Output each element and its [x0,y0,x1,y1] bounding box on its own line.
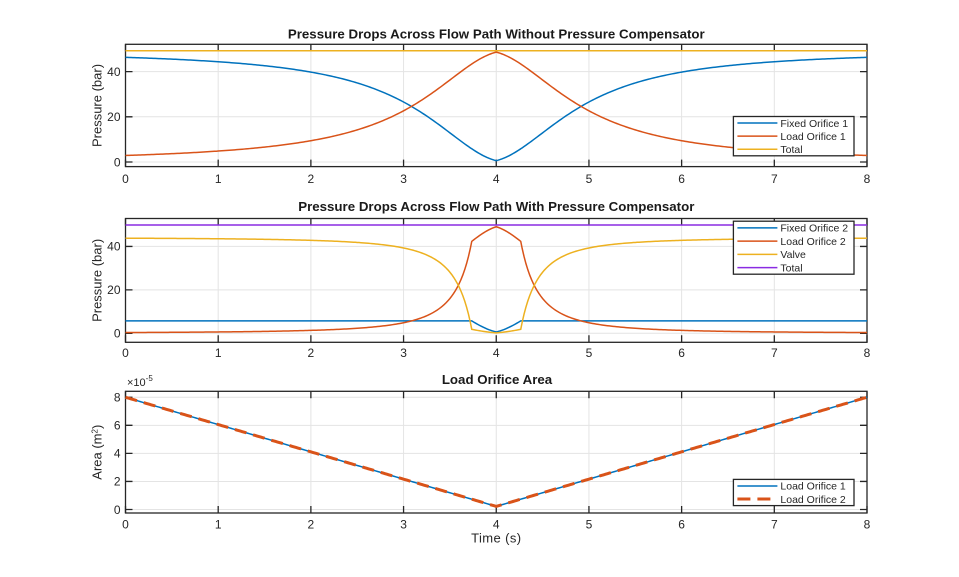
svg-text:Area (m2): Area (m2) [90,425,105,480]
svg-text:7: 7 [771,346,778,360]
svg-text:Total: Total [780,262,802,274]
svg-text:1: 1 [215,518,222,532]
svg-text:Pressure (bar): Pressure (bar) [90,64,105,147]
svg-text:3: 3 [400,172,407,186]
svg-text:5: 5 [586,346,593,360]
svg-text:0: 0 [122,346,129,360]
svg-text:0: 0 [114,327,121,341]
svg-text:Total: Total [780,144,802,156]
svg-text:Load Orifice 1: Load Orifice 1 [780,481,846,493]
svg-text:40: 40 [107,240,121,254]
svg-text:20: 20 [107,283,121,297]
svg-text:2: 2 [308,172,315,186]
svg-text:2: 2 [308,518,315,532]
svg-text:Valve: Valve [780,249,806,261]
svg-text:Load Orifice 2: Load Orifice 2 [780,494,846,506]
svg-text:2: 2 [308,346,315,360]
svg-text:0: 0 [114,503,121,517]
svg-text:Fixed Orifice 2: Fixed Orifice 2 [780,223,848,235]
svg-text:40: 40 [107,65,121,79]
svg-text:8: 8 [114,391,121,405]
svg-text:6: 6 [678,172,685,186]
svg-text:1: 1 [215,172,222,186]
svg-text:8: 8 [864,172,871,186]
svg-text:0: 0 [114,155,121,169]
svg-text:Fixed Orifice 1: Fixed Orifice 1 [780,118,848,130]
svg-text:Load Orifice 1: Load Orifice 1 [780,131,846,143]
svg-text:2: 2 [114,475,121,489]
svg-text:5: 5 [586,172,593,186]
svg-text:6: 6 [678,518,685,532]
svg-text:7: 7 [771,518,778,532]
svg-text:Time (s): Time (s) [471,531,521,546]
svg-text:4: 4 [493,518,500,532]
svg-text:4: 4 [114,447,121,461]
svg-text:1: 1 [215,346,222,360]
svg-text:3: 3 [400,346,407,360]
svg-text:6: 6 [114,419,121,433]
svg-text:4: 4 [493,346,500,360]
svg-text:Load Orifice 2: Load Orifice 2 [780,236,846,248]
svg-text:Load Orifice Area: Load Orifice Area [442,372,553,387]
svg-text:3: 3 [400,518,407,532]
svg-text:8: 8 [864,518,871,532]
svg-text:20: 20 [107,110,121,124]
svg-text:Pressure (bar): Pressure (bar) [90,239,105,322]
svg-text:0: 0 [122,172,129,186]
svg-text:0: 0 [122,518,129,532]
svg-text:5: 5 [586,518,593,532]
svg-text:Pressure Drops Across Flow Pat: Pressure Drops Across Flow Path Without … [288,27,705,42]
svg-text:4: 4 [493,172,500,186]
svg-text:6: 6 [678,346,685,360]
svg-text:Pressure Drops Across Flow Pat: Pressure Drops Across Flow Path With Pre… [298,199,694,214]
svg-text:7: 7 [771,172,778,186]
svg-text:8: 8 [864,346,871,360]
